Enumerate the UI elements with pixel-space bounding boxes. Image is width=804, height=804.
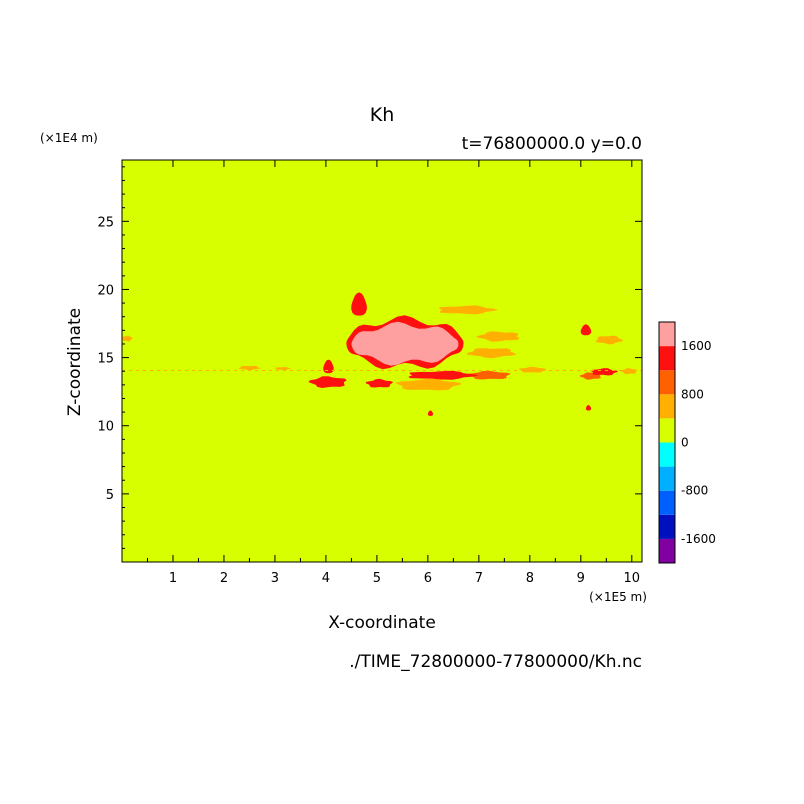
y-unit-label: (×1E4 m): [40, 131, 98, 145]
contour-band-8: [438, 305, 499, 315]
colorbar-label: -800: [681, 484, 708, 498]
colorbar-cell: [659, 442, 675, 467]
y-tick-label: 20: [97, 283, 114, 298]
x-tick-label: 8: [526, 571, 534, 586]
plot-area: 1 2 3 4 5 6 7 8 9 10 5 10 15 20 25: [97, 159, 643, 586]
colorbar-label: 1600: [681, 339, 712, 353]
colorbar-label: -1600: [681, 532, 716, 546]
contour-band-16: [365, 378, 394, 388]
colorbar-cell: [659, 490, 675, 515]
x-tick-label: 2: [220, 571, 228, 586]
x-axis-label: X-coordinate: [328, 613, 436, 633]
colorbar-cell: [659, 514, 675, 539]
x-tick-label: 10: [624, 571, 641, 586]
contour-band-6: [466, 348, 517, 359]
contour-blob-18: [585, 405, 592, 411]
x-tick-label: 3: [271, 571, 279, 586]
colorbar-cell: [659, 418, 675, 443]
chart-subtitle: t=76800000.0 y=0.0: [462, 134, 642, 154]
y-axis: 5 10 15 20 25: [97, 166, 642, 549]
x-unit-label: (×1E5 m): [589, 590, 647, 604]
colorbar-cell: [659, 346, 675, 371]
y-tick-label: 15: [97, 352, 114, 367]
contour-blob-13: [323, 359, 334, 374]
contour-band-7: [595, 335, 623, 345]
contour-blob-12: [580, 324, 592, 336]
contour-band-2: [122, 335, 133, 342]
x-axis: 1 2 3 4 5 6 7 8 9 10: [146, 160, 641, 586]
source-file-label: ./TIME_72800000-77800000/Kh.nc: [349, 652, 642, 672]
y-tick-label: 25: [97, 215, 114, 230]
x-tick-label: 6: [424, 571, 432, 586]
colorbar: 1600 800 0 -800 -1600: [658, 321, 716, 564]
y-tick-label: 5: [106, 488, 114, 503]
colorbar-cell: [659, 538, 675, 563]
colorbar-cell: [659, 322, 675, 347]
contour-band-10: [467, 370, 511, 380]
contour-band-14: [408, 370, 479, 380]
contour-band-5: [475, 331, 520, 342]
colorbar-cell: [659, 370, 675, 395]
chart-title: Kh: [370, 104, 395, 126]
plot-frame: [121, 159, 643, 563]
y-axis-label: Z-coordinate: [65, 308, 85, 416]
contour-core-21: [356, 328, 454, 362]
colorbar-cell: [659, 394, 675, 419]
colorbar-label: 800: [681, 387, 704, 401]
colorbar-frame: [658, 321, 676, 564]
x-tick-label: 4: [322, 571, 330, 586]
contour-blob-22: [351, 292, 367, 316]
y-tick-label: 10: [97, 420, 114, 435]
contour-fills: [122, 292, 642, 416]
contour-band-0: [238, 365, 261, 371]
contour-band-1: [274, 367, 292, 370]
colorbar-label: 0: [681, 436, 689, 450]
contour-band-23: [308, 376, 347, 388]
x-tick-label: 5: [373, 571, 381, 586]
contour-band-4: [620, 368, 638, 375]
x-tick-label: 7: [475, 571, 483, 586]
contour-band-9: [394, 378, 461, 391]
colorbar-cell: [659, 466, 675, 491]
x-tick-label: 1: [169, 571, 177, 586]
contour-band-15: [590, 368, 618, 376]
x-tick-label: 9: [577, 571, 585, 586]
contour-band-3: [518, 366, 547, 373]
contour-blob-17: [427, 410, 434, 416]
